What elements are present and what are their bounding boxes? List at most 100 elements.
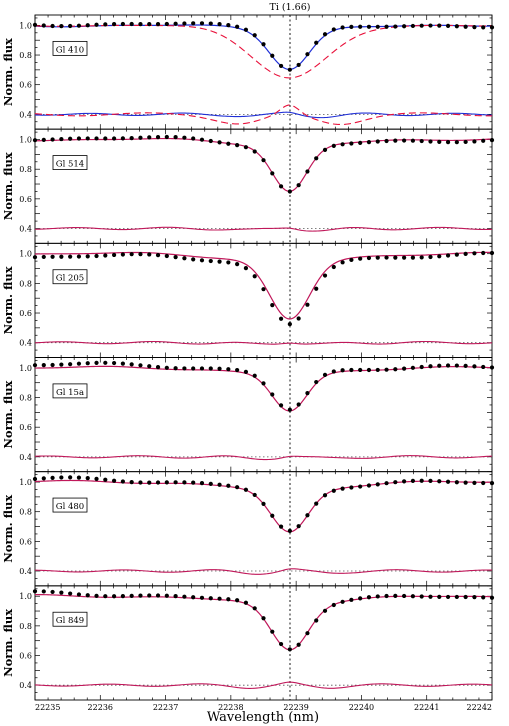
observed-point <box>296 642 301 647</box>
observed-point <box>94 593 99 598</box>
observed-point <box>454 363 459 368</box>
observed-point <box>226 141 231 146</box>
observed-point <box>120 136 125 141</box>
observed-point <box>59 475 64 480</box>
model-spectrum <box>35 593 493 651</box>
observed-point <box>147 135 152 140</box>
observed-point <box>375 594 380 599</box>
spectrum-panel: 0.4 0.6 0.8 1.0 Norm. flux Gl 480 <box>1 471 495 587</box>
observed-point <box>208 596 213 601</box>
observed-point <box>322 147 328 152</box>
observed-point <box>85 593 90 598</box>
star-label-box <box>52 383 88 399</box>
x-tick-label: 22235 <box>35 703 60 712</box>
observed-point <box>481 364 486 370</box>
observed-point <box>226 260 231 265</box>
observed-point <box>305 513 310 518</box>
observed-point <box>208 258 213 264</box>
observed-point <box>252 373 257 378</box>
observed-point <box>410 478 416 483</box>
observed-point <box>94 253 99 259</box>
observed-point <box>103 594 108 599</box>
observed-point <box>402 366 407 371</box>
observed-point <box>437 594 442 599</box>
observed-point <box>393 24 398 29</box>
observed-point <box>358 256 363 261</box>
star-label: Gl 514 <box>56 160 84 170</box>
observed-point <box>138 252 143 257</box>
y-axis-label: Norm. flux <box>1 380 15 448</box>
observed-point <box>208 481 213 486</box>
observed-point <box>173 135 178 140</box>
observed-point <box>147 593 152 598</box>
observed-point <box>235 485 240 490</box>
observed-point <box>349 257 354 263</box>
model-spectrum <box>34 24 493 71</box>
y-axis-label: Norm. flux <box>1 495 15 563</box>
observed-point <box>208 21 213 26</box>
observed-point <box>235 262 240 267</box>
observed-point <box>59 362 64 367</box>
observed-point <box>322 493 328 498</box>
observed-point <box>384 593 389 599</box>
observed-point <box>41 589 46 594</box>
observed-point <box>243 369 249 374</box>
observed-point <box>463 251 468 256</box>
observed-point <box>366 367 372 373</box>
observed-point <box>331 27 336 32</box>
observed-point <box>375 367 380 373</box>
x-tick-label: 22242 <box>467 703 492 712</box>
observed-point <box>489 250 495 256</box>
observed-point <box>59 136 64 142</box>
observed-point <box>50 589 55 595</box>
observed-point <box>217 22 222 27</box>
observed-point <box>305 391 310 396</box>
panel-frame <box>34 357 493 473</box>
observed-point <box>437 254 442 259</box>
observed-point <box>138 135 143 140</box>
observed-point <box>111 22 117 27</box>
observed-point <box>94 476 99 481</box>
y-tick-label: 0.6 <box>19 195 32 204</box>
observed-point <box>120 361 125 366</box>
observed-point <box>384 138 389 144</box>
observed-point <box>270 513 275 518</box>
observed-point <box>226 483 231 488</box>
panel-frame <box>34 128 493 244</box>
observed-point <box>393 367 398 372</box>
observed-point <box>217 366 222 371</box>
observed-point <box>322 608 328 613</box>
observed-point <box>191 21 196 26</box>
star-label-box <box>52 40 88 56</box>
observed-point <box>41 23 46 28</box>
observed-point <box>358 140 363 145</box>
model-spectrum <box>34 251 493 320</box>
y-tick-label: 0.8 <box>19 508 32 517</box>
observed-point <box>103 22 108 27</box>
observed-point <box>129 252 134 257</box>
observed-point <box>358 596 363 601</box>
observed-point <box>182 135 187 140</box>
observed-point <box>173 594 178 599</box>
observed-point <box>331 488 336 493</box>
observed-point <box>120 252 125 257</box>
observed-point <box>191 366 196 371</box>
observed-point <box>270 392 275 397</box>
y-tick-label: 1.0 <box>19 136 32 145</box>
observed-point <box>199 137 205 142</box>
observed-point <box>199 21 205 26</box>
observed-point <box>384 24 389 29</box>
observed-point <box>138 21 143 27</box>
observed-point <box>402 255 407 260</box>
observed-point <box>252 274 257 279</box>
observed-point <box>489 137 495 143</box>
observed-point <box>182 480 187 485</box>
observed-point <box>489 480 495 486</box>
observed-point <box>85 136 90 141</box>
x-tick-label: 22238 <box>218 703 243 712</box>
observed-point <box>76 23 82 28</box>
observed-point <box>41 363 46 368</box>
observed-point <box>111 478 117 483</box>
observed-point <box>419 138 424 144</box>
observed-point <box>226 597 231 602</box>
